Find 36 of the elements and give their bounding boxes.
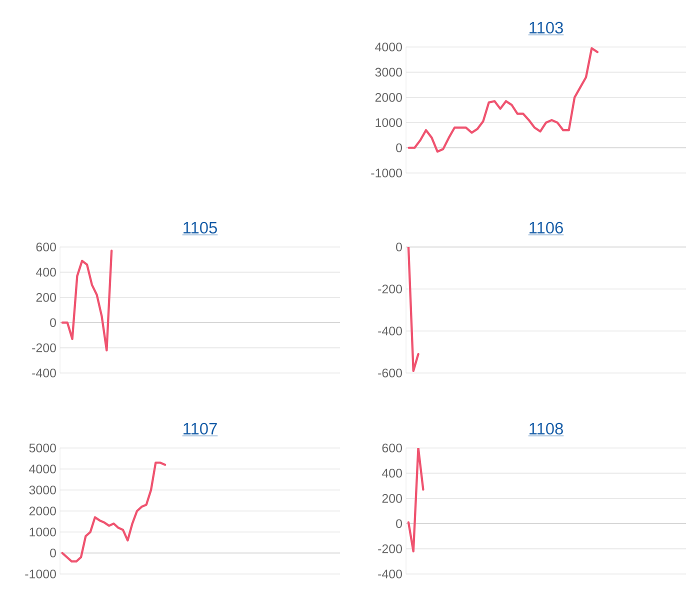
y-tick-label: -200 (378, 544, 402, 554)
y-tick-label: -1000 (25, 570, 56, 578)
line-series (61, 250, 113, 352)
y-tick-label: 2000 (29, 506, 56, 516)
chart-title: 1106 (530, 222, 563, 234)
y-tick-label: -600 (378, 368, 402, 378)
y-tick-label: -1000 (371, 168, 402, 178)
y-tick-label: -400 (378, 326, 402, 336)
y-tick-label: 0 (396, 519, 402, 528)
y-tick-label: 600 (36, 242, 56, 252)
chart-title: 1108 (530, 422, 563, 435)
y-tick-label: 4000 (29, 464, 56, 474)
y-tick-label: -400 (32, 368, 56, 378)
y-tick-label: 400 (382, 468, 402, 478)
chart-title: 1107 (184, 422, 217, 435)
y-tick-label: 1000 (376, 118, 402, 128)
y-tick-label: 200 (36, 293, 56, 302)
y-tick-label: 2000 (375, 93, 402, 102)
chart-title: 1105 (184, 222, 217, 234)
chart-title: 1103 (530, 22, 563, 34)
y-tick-label: 4000 (375, 42, 402, 52)
y-tick-label: 0 (396, 242, 402, 252)
y-tick-label: 3000 (375, 68, 402, 77)
y-tick-label: 5000 (29, 444, 56, 452)
y-tick-label: 1000 (30, 528, 56, 536)
y-tick-label: -200 (32, 343, 56, 352)
y-tick-label: 400 (36, 268, 56, 277)
y-tick-label: 0 (396, 143, 402, 152)
y-tick-label: -400 (378, 570, 402, 578)
y-tick-label: 3000 (29, 486, 56, 494)
line-series (407, 448, 424, 552)
y-tick-label: 0 (50, 548, 56, 558)
y-tick-label: 200 (382, 494, 402, 503)
y-tick-label: 600 (382, 444, 402, 452)
y-tick-label: 0 (50, 318, 56, 328)
y-tick-label: -200 (378, 284, 402, 294)
